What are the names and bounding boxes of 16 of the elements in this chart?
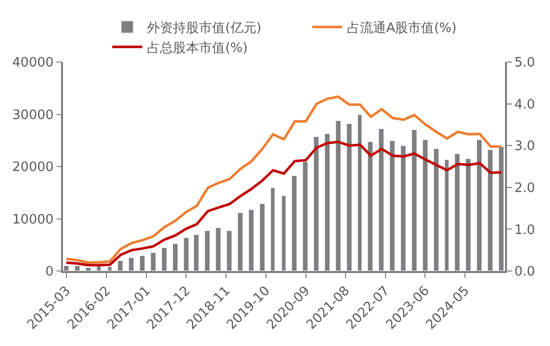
y-tick-label: 20000 <box>12 160 54 176</box>
line-series <box>65 95 503 264</box>
legend-label: 占总股本市值(%) <box>147 40 248 56</box>
y2-tick-label: 2.0 <box>514 180 536 196</box>
y-tick-label: 0 <box>45 264 54 280</box>
y-tick-label: 40000 <box>12 56 54 71</box>
y2-tick-label: 1.0 <box>514 222 536 238</box>
y-tick-label: 30000 <box>12 108 54 123</box>
legend-label: 外资持股市值(亿元) <box>147 21 262 36</box>
legend-label: 占流通A股市值(%) <box>347 20 457 36</box>
y2-tick-label: 4.0 <box>514 97 536 112</box>
y-tick-label: 10000 <box>12 212 54 228</box>
line-series <box>65 140 503 266</box>
y2-tick-label: 0.0 <box>514 264 536 280</box>
y2-tick-label: 3.0 <box>514 139 536 154</box>
y2-tick-label: 5.0 <box>514 56 536 71</box>
